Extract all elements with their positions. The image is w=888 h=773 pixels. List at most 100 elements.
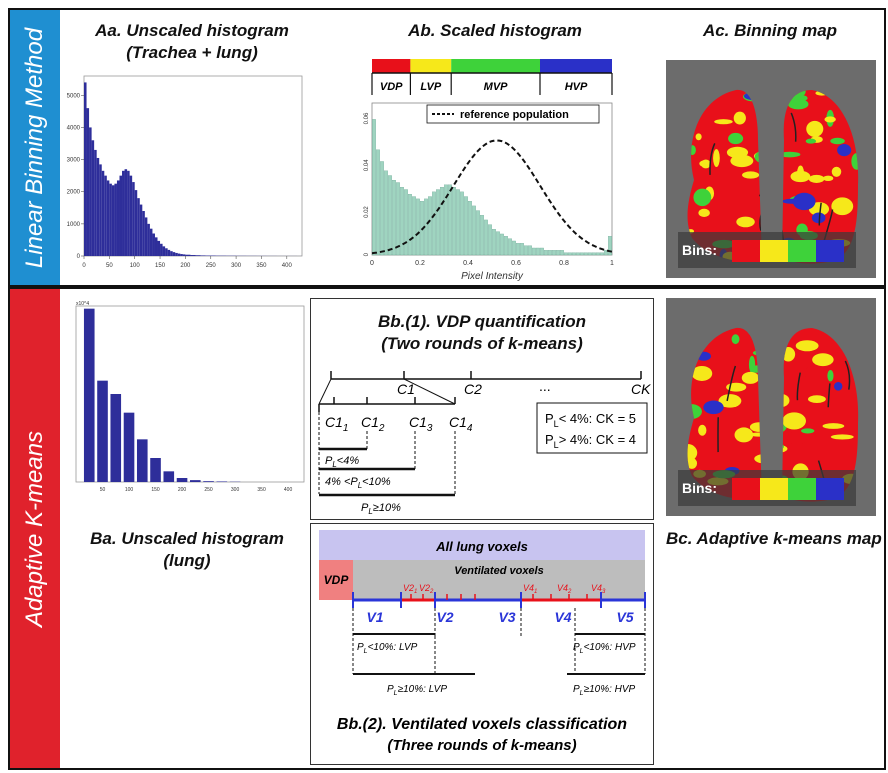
bc-bin-swatch-hvp <box>816 478 844 500</box>
bc-patch <box>687 444 698 462</box>
bb1-rule-2: PL> 4%: CK = 4 <box>545 432 636 450</box>
bb1-c1: C1 <box>397 381 415 397</box>
ac-patch <box>693 188 712 207</box>
ba-bar <box>203 481 214 482</box>
bb2-red-ticks <box>410 594 588 600</box>
aa-bar <box>109 183 112 256</box>
bb2-lvp-2-label: PL≥10%: LVP <box>387 684 447 697</box>
bc-title-text: Bc. Adaptive k-means map <box>666 529 882 548</box>
bb2-lvp-1-label: PL<10%: LVP <box>357 642 418 655</box>
aa-bar <box>129 175 133 256</box>
bc-patch <box>782 393 790 408</box>
bb1-subtitle-text: (Two rounds of k-means) <box>381 334 583 353</box>
ab-bar <box>468 201 472 256</box>
aa-bar <box>127 170 130 256</box>
ab-xlabel: Pixel Intensity <box>461 271 524 282</box>
ab-bin-color-hvp <box>540 59 612 73</box>
aa-bar <box>104 175 107 256</box>
bb1-rule-box <box>536 402 648 454</box>
bb2-v21: V21 <box>403 583 417 595</box>
ab-bar <box>416 198 420 256</box>
bc-patch <box>698 424 707 436</box>
bb1-zoom-right <box>403 378 456 405</box>
bb2-v5: V5 <box>616 609 633 625</box>
ac-binning-map: Bins: <box>666 60 876 278</box>
ac-bin-swatch-hvp <box>816 240 844 262</box>
bc-kmeans-map: Bins: <box>666 298 876 516</box>
ac-patch <box>742 171 760 179</box>
aa-bar <box>139 204 143 256</box>
ab-bar <box>516 243 520 256</box>
aa-title: Aa. Unscaled histogram (Trachea + lung) <box>72 20 312 64</box>
bb2-drops <box>352 608 646 674</box>
aa-bar <box>111 185 115 256</box>
ab-bar <box>608 236 612 256</box>
ab-bar <box>576 252 580 256</box>
ab-bar <box>572 252 576 256</box>
ab-bin-label-mvp: MVP <box>484 81 509 93</box>
aa-bar <box>149 228 153 256</box>
linear-binning-band: Linear Binning Method <box>10 10 60 285</box>
ba-bar <box>136 439 148 482</box>
aa-bar <box>180 254 183 256</box>
bb1-range-2-label: 4% <PL<10% <box>325 476 391 490</box>
bb2-vdp-box <box>319 560 353 600</box>
aa-bar <box>94 149 97 256</box>
bc-patch <box>718 394 742 408</box>
bc-patch <box>812 353 834 367</box>
bb2-v2: V2 <box>436 609 453 625</box>
aa-ytick-label: 2000 <box>67 190 81 196</box>
bc-patch <box>749 422 762 432</box>
aa-bar <box>116 180 120 256</box>
ab-ytick-label: 0.02 <box>364 206 370 218</box>
ab-plot-area <box>371 102 613 256</box>
bb1-range-3-label: PL≥10% <box>361 502 401 516</box>
ba-histogram: x10^4 50 100 150 200 250 300 350 400 <box>75 301 305 493</box>
bc-patch <box>830 434 854 440</box>
bc-title: Bc. Adaptive k-means map <box>666 528 884 550</box>
bc-vessel <box>844 360 851 390</box>
ac-patch <box>822 175 834 182</box>
bc-patch <box>807 395 826 403</box>
ba-title: Ba. Unscaled histogram (lung) <box>72 528 302 572</box>
ac-patch <box>782 151 801 158</box>
aa-bar <box>91 140 95 256</box>
bc-patch <box>827 369 834 382</box>
aa-xtick-label: 300 <box>231 263 242 269</box>
ab-bar <box>400 187 404 256</box>
bc-lung-right <box>782 328 859 502</box>
ab-bar <box>448 184 452 256</box>
ba-xtick-label: 350 <box>257 487 266 493</box>
aa-xtick-label: 0 <box>82 263 86 269</box>
aa-xtick-label: 250 <box>206 263 217 269</box>
ba-xtick-label: 50 <box>100 487 106 493</box>
bb2-v4: V4 <box>554 609 571 625</box>
ba-bar <box>123 412 135 482</box>
aa-bar <box>101 170 105 256</box>
bb2-vdp-label: VDP <box>324 573 350 587</box>
ac-patch <box>811 212 826 224</box>
ab-bin-label-hvp: HVP <box>565 81 588 93</box>
ab-bar <box>556 250 560 256</box>
ba-xtick-label: 100 <box>125 487 134 493</box>
bb2-v41: V41 <box>523 583 537 595</box>
ba-xtick-label: 150 <box>151 487 160 493</box>
ab-bar <box>580 252 584 256</box>
ac-bin-swatch-vdp <box>732 240 760 262</box>
aa-ytick-label: 1000 <box>67 222 81 228</box>
ab-ytick-label: 0.04 <box>364 159 370 171</box>
bb2-hvp-1-label: PL<10%: HVP <box>573 642 636 655</box>
row-divider <box>8 285 886 289</box>
ab-bar <box>460 191 464 256</box>
bc-bin-swatch-mvp <box>788 478 816 500</box>
ac-patch <box>851 153 859 170</box>
ab-xtick-label: 0 <box>370 260 374 267</box>
ac-patch <box>824 116 836 123</box>
ab-bar <box>392 180 396 256</box>
bb2-v43: V43 <box>591 583 606 595</box>
ab-bar <box>584 252 588 256</box>
aa-bar <box>170 251 173 256</box>
ab-xtick-label: 0.8 <box>559 260 569 267</box>
bb2-diagram: All lung voxels VDP Ventilated voxels V2… <box>319 530 646 754</box>
bc-patch <box>741 371 760 384</box>
